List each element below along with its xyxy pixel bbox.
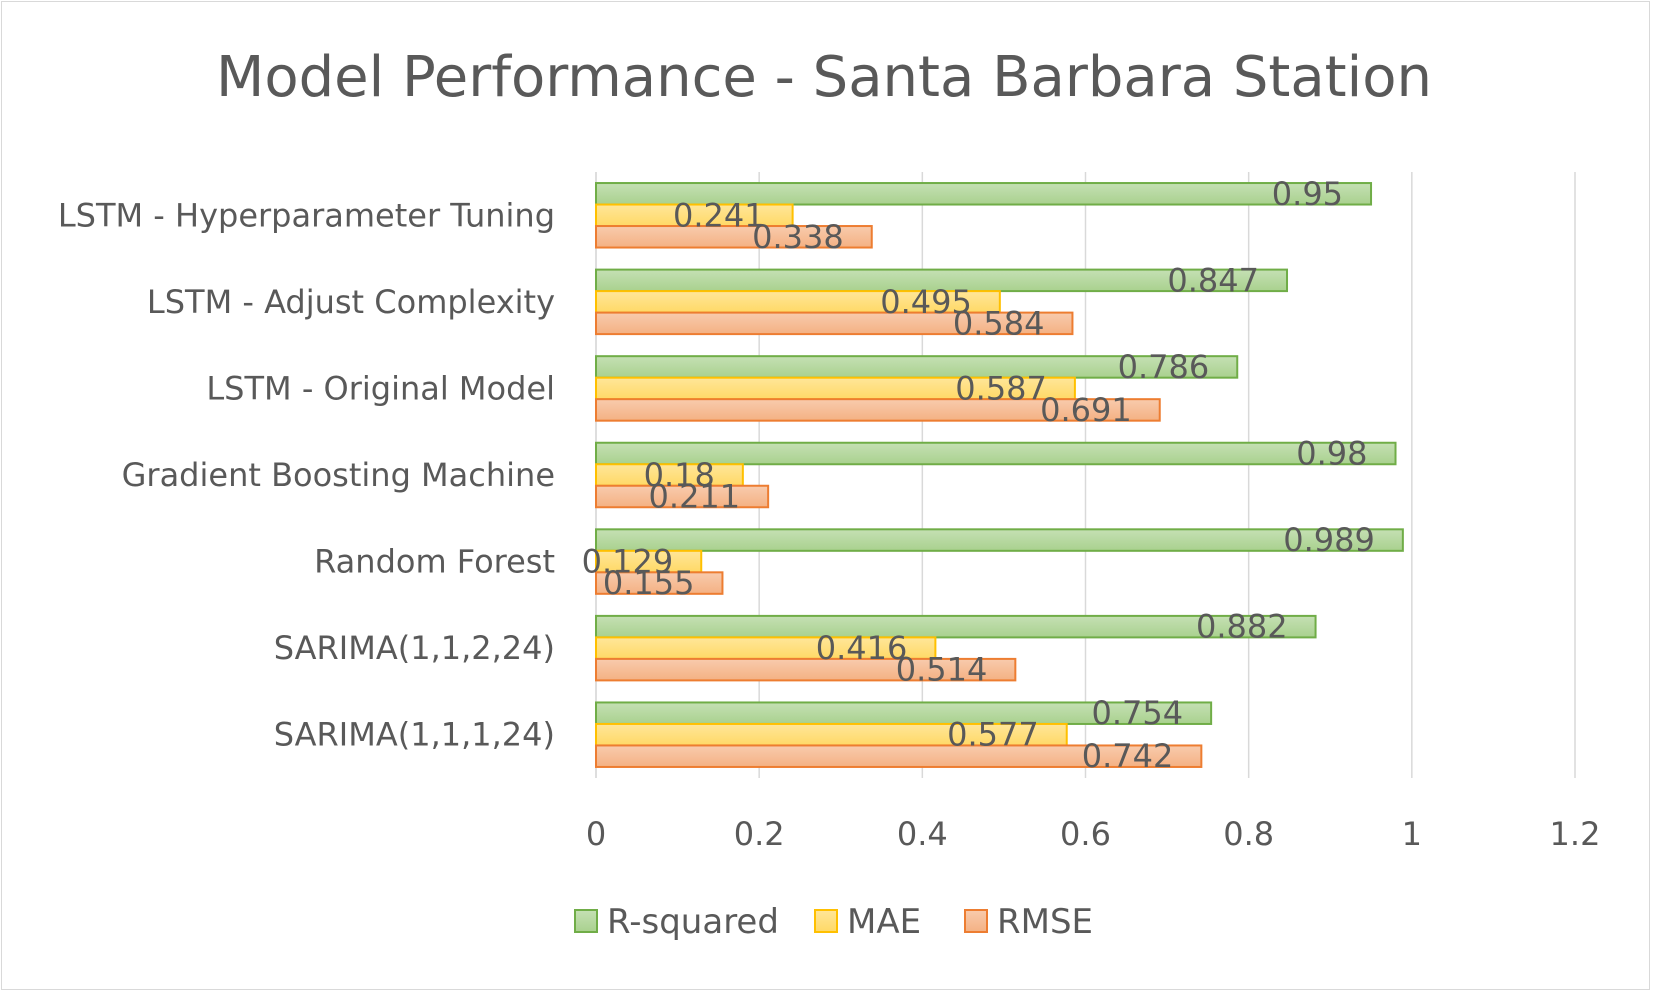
- data-label-r-squared: 0.98: [1296, 435, 1367, 473]
- x-tick-label: 0.6: [1060, 815, 1111, 853]
- data-label-mae: 0.577: [947, 716, 1039, 754]
- category-label: Random Forest: [314, 543, 555, 581]
- data-label-rmse: 0.211: [649, 478, 741, 516]
- category-label: Gradient Boosting Machine: [122, 456, 555, 494]
- data-label-r-squared: 0.989: [1283, 521, 1375, 559]
- bars: [595, 182, 1404, 768]
- bar-rmse: [595, 657, 1017, 682]
- category-label: LSTM - Adjust Complexity: [147, 283, 555, 321]
- data-label-r-squared: 0.847: [1167, 261, 1259, 299]
- legend-swatch-r-squared: [574, 909, 598, 933]
- chart-title: Model Performance - Santa Barbara Statio…: [216, 45, 1432, 110]
- data-label-r-squared: 0.882: [1196, 608, 1288, 646]
- category-label: LSTM - Hyperparameter Tuning: [58, 196, 555, 234]
- legend-swatch-rmse: [964, 909, 988, 933]
- category-label: SARIMA(1,1,1,24): [274, 716, 555, 754]
- bar-rmse: [595, 571, 724, 595]
- legend: R-squared MAE RMSE: [574, 902, 1093, 942]
- bar-r-squared: [595, 441, 1397, 466]
- bar-rmse: [595, 225, 873, 249]
- data-label-rmse: 0.584: [953, 304, 1045, 342]
- x-tick-label: 0.2: [734, 815, 785, 853]
- bar-r-squared: [595, 614, 1317, 639]
- data-label-r-squared: 0.95: [1272, 175, 1343, 213]
- legend-label-r-squared: R-squared: [607, 902, 779, 942]
- bar-rmse: [595, 744, 1203, 768]
- category-label: SARIMA(1,1,2,24): [274, 629, 555, 667]
- x-tick-label: 1.2: [1550, 815, 1601, 853]
- x-tick-label: 0.8: [1223, 815, 1274, 853]
- data-label-rmse: 0.338: [752, 218, 844, 256]
- x-axis-ticks: 0 0.2 0.4 0.6 0.8 1 1.2: [586, 815, 1601, 853]
- x-tick-label: 0.4: [897, 815, 948, 853]
- data-label-r-squared: 0.754: [1092, 694, 1184, 732]
- data-label-r-squared: 0.786: [1118, 348, 1210, 386]
- x-tick-label: 1: [1402, 815, 1422, 853]
- bar-r-squared: [595, 182, 1373, 206]
- category-label: LSTM - Original Model: [206, 369, 555, 407]
- bar-rmse: [595, 484, 770, 509]
- data-label-rmse: 0.155: [603, 564, 695, 602]
- data-label-mae: 0.18: [644, 456, 715, 494]
- data-label-rmse: 0.742: [1082, 737, 1174, 775]
- legend-label-rmse: RMSE: [997, 902, 1093, 942]
- data-label-mae: 0.416: [816, 629, 908, 667]
- bar-r-squared: [595, 528, 1404, 552]
- data-label-mae: 0.495: [880, 283, 972, 321]
- x-tick-label: 0: [586, 815, 606, 853]
- data-label-mae: 0.129: [582, 543, 674, 581]
- data-label-mae: 0.241: [673, 196, 765, 234]
- data-label-rmse: 0.691: [1040, 391, 1132, 429]
- category-labels: SARIMA(1,1,1,24) SARIMA(1,1,2,24) Random F…: [58, 196, 555, 753]
- bar-rmse: [595, 311, 1074, 336]
- legend-swatch-mae: [814, 909, 838, 933]
- legend-label-mae: MAE: [847, 902, 921, 942]
- data-label-mae: 0.587: [955, 369, 1047, 407]
- data-label-rmse: 0.514: [896, 651, 988, 689]
- bar-rmse: [595, 398, 1161, 422]
